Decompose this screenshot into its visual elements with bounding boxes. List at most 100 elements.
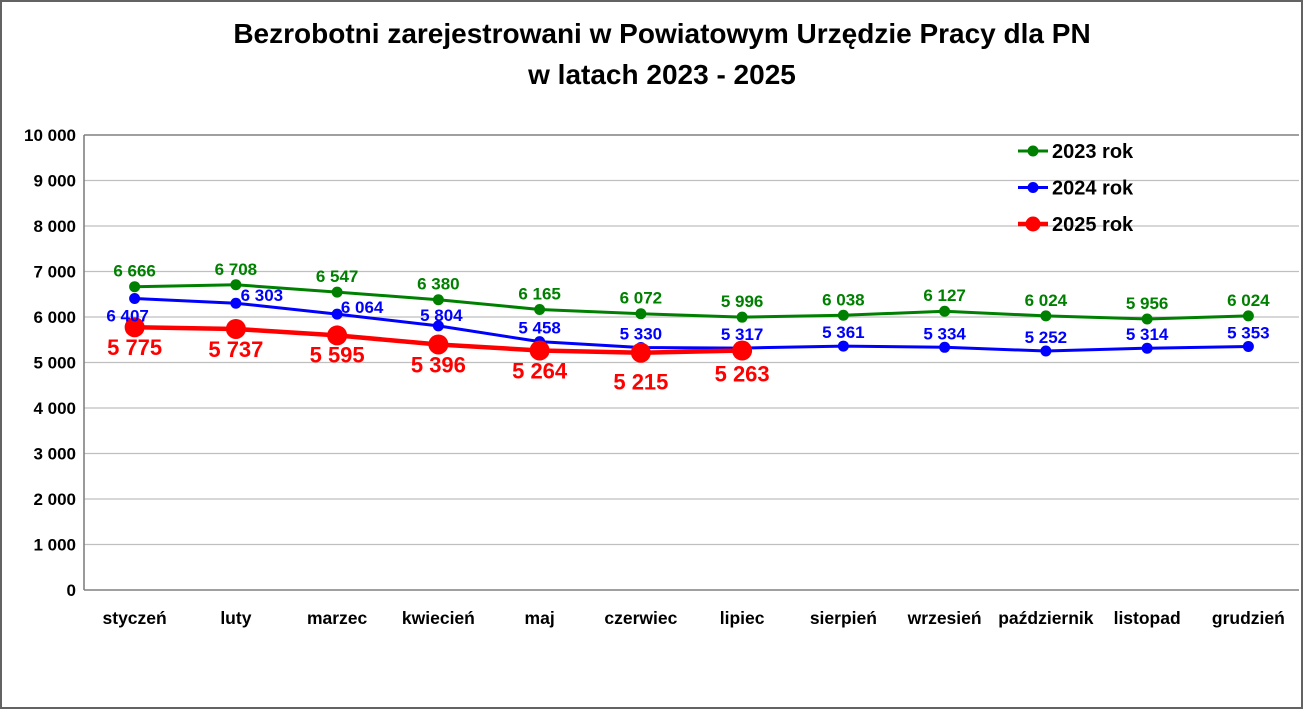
- data-point: [331, 308, 343, 320]
- legend: 2023 rok 2024 rok 2025 rok: [1018, 141, 1134, 236]
- x-axis-tick-label: grudzień: [1212, 608, 1285, 628]
- data-point: [432, 294, 444, 306]
- data-label: 6 072: [620, 289, 663, 308]
- chart-title-line1: Bezrobotni zarejestrowani w Powiatowym U…: [233, 18, 1091, 49]
- data-label: 6 666: [113, 262, 156, 281]
- data-label: 6 165: [518, 284, 561, 303]
- x-axis-labels: styczeń luty marzec kwiecień maj czerwiec lipi…: [103, 608, 1285, 628]
- data-point: [635, 308, 647, 320]
- axes: [83, 134, 1299, 591]
- x-axis-tick-label: marzec: [307, 608, 368, 628]
- y-axis-tick-label: 10 000: [24, 126, 76, 145]
- data-point: [1040, 345, 1052, 357]
- legend-label: 2025 rok: [1052, 214, 1134, 236]
- x-axis-tick-label: maj: [525, 608, 555, 628]
- legend-marker: [1027, 145, 1039, 157]
- data-label: 6 024: [1227, 291, 1270, 310]
- data-point: [630, 342, 651, 363]
- data-label: 6 708: [215, 260, 258, 279]
- data-point: [129, 281, 141, 293]
- y-axis-labels: 0 1 000 2 000 3 000 4 000 5 000 6 000 7 000 8 00…: [24, 126, 76, 600]
- data-point: [837, 309, 849, 321]
- data-label: 5 215: [613, 370, 668, 395]
- y-axis-tick-label: 9 000: [33, 172, 76, 191]
- data-label: 5 263: [715, 362, 770, 387]
- y-axis-tick-label: 0: [67, 581, 76, 600]
- data-point: [230, 297, 242, 309]
- data-label: 6 303: [241, 286, 284, 305]
- data-label: 5 775: [107, 335, 162, 360]
- data-label: 5 353: [1227, 323, 1270, 342]
- data-point: [1242, 310, 1254, 322]
- legend-marker: [1027, 182, 1039, 193]
- x-axis-tick-label: lipiec: [720, 608, 765, 628]
- legend-marker: [1025, 216, 1041, 232]
- data-point: [327, 325, 348, 346]
- y-axis-tick-label: 1 000: [33, 536, 76, 555]
- data-label: 6 127: [923, 286, 966, 305]
- legend-item-2024-rok: 2024 rok: [1018, 178, 1134, 200]
- series-lines: [124, 279, 1254, 363]
- data-point: [939, 305, 951, 317]
- x-axis-tick-label: kwiecień: [402, 608, 475, 628]
- data-point: [225, 318, 246, 339]
- legend-item-2025-rok: 2025 rok: [1018, 214, 1134, 236]
- data-label: 5 330: [620, 324, 663, 343]
- data-label: 6 380: [417, 275, 460, 294]
- y-axis-tick-label: 5 000: [33, 354, 76, 373]
- data-point: [939, 341, 951, 353]
- data-point: [432, 320, 444, 332]
- x-axis-tick-label: luty: [220, 608, 251, 628]
- y-axis-tick-label: 8 000: [33, 217, 76, 236]
- legend-item-2023-rok: 2023 rok: [1018, 141, 1134, 163]
- x-axis-tick-label: październik: [998, 608, 1094, 628]
- x-axis-tick-label: sierpień: [810, 608, 877, 628]
- series-line-2023-rok: [133, 283, 1250, 321]
- data-point: [230, 279, 242, 291]
- data-label: 5 996: [721, 292, 764, 311]
- data-point: [732, 340, 753, 361]
- y-axis-tick-label: 2 000: [33, 490, 76, 509]
- data-point: [124, 317, 145, 338]
- data-point: [1242, 340, 1254, 352]
- data-label: 5 264: [512, 358, 568, 383]
- x-axis-tick-label: listopad: [1114, 608, 1181, 628]
- y-axis-tick-label: 3 000: [33, 445, 76, 464]
- data-point: [736, 311, 748, 323]
- data-label: 5 737: [208, 337, 263, 362]
- data-label: 5 396: [411, 352, 466, 377]
- data-label: 5 458: [518, 319, 561, 338]
- y-axis-tick-label: 6 000: [33, 308, 76, 327]
- data-point: [837, 340, 849, 352]
- data-labels: 6 666 6 708 6 547 6 380 6 165 6 072 5 996 6 038…: [106, 260, 1270, 395]
- y-axis-tick-label: 7 000: [33, 263, 76, 282]
- data-label: 6 547: [316, 267, 359, 286]
- data-point: [428, 334, 449, 355]
- data-point: [1141, 313, 1153, 325]
- data-label: 6 407: [106, 306, 149, 325]
- x-axis-tick-label: czerwiec: [604, 608, 677, 628]
- chart-title: Bezrobotni zarejestrowani w Powiatowym U…: [42, 14, 1282, 95]
- data-label: 5 956: [1126, 294, 1169, 313]
- legend-label: 2024 rok: [1052, 178, 1134, 200]
- data-label: 5 361: [822, 323, 865, 342]
- data-label: 5 804: [420, 306, 463, 325]
- data-label: 5 252: [1025, 328, 1068, 347]
- data-label: 5 317: [721, 325, 764, 344]
- chart-title-line2: w latach 2023 - 2025: [528, 58, 796, 90]
- data-label: 5 334: [923, 324, 966, 343]
- data-point: [529, 340, 550, 361]
- data-label: 6 038: [822, 290, 865, 309]
- data-point: [534, 303, 546, 315]
- data-label: 5 314: [1126, 325, 1169, 344]
- data-point: [1141, 342, 1153, 354]
- data-point: [129, 292, 141, 304]
- x-axis-tick-label: styczeń: [103, 608, 167, 628]
- gridlines: [84, 179, 1299, 546]
- y-axis-tick-label: 4 000: [33, 399, 76, 418]
- data-label: 6 064: [341, 298, 384, 317]
- legend-label: 2023 rok: [1052, 141, 1134, 163]
- data-point: [1040, 310, 1052, 322]
